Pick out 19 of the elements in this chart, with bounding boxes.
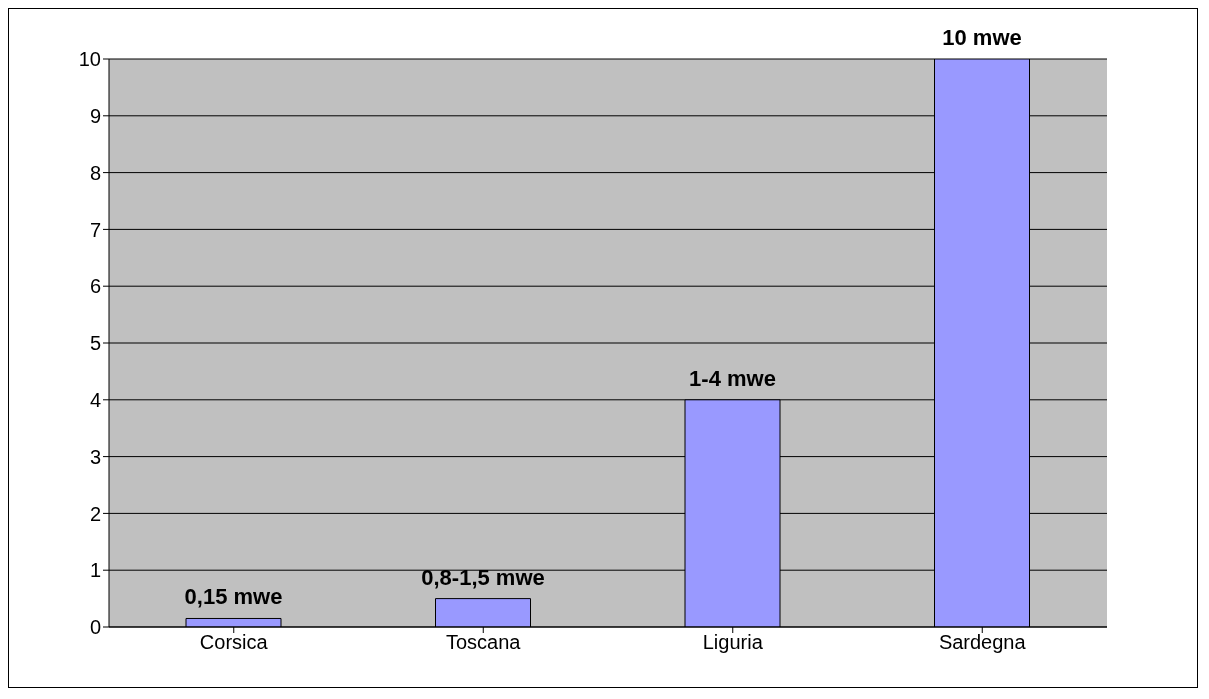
- y-tick-label: 5: [89, 332, 101, 355]
- y-tick-label: 4: [89, 388, 101, 411]
- data-label: 10 mwe: [942, 25, 1022, 50]
- data-label: 0,15 mwe: [184, 584, 283, 610]
- y-tick-label: 10: [78, 48, 101, 71]
- x-tick-label: Corsica: [199, 631, 269, 654]
- x-tick-label: Liguria: [702, 631, 764, 654]
- y-tick-label: 3: [89, 445, 101, 468]
- x-tick-label: Sardegna: [938, 631, 1027, 654]
- y-tick-label: 0: [89, 616, 101, 639]
- y-tick-label: 1: [89, 559, 101, 582]
- y-tick-label: 8: [89, 161, 101, 184]
- data-label: 0,8-1,5 mwe: [421, 564, 545, 590]
- y-tick-label: 9: [89, 104, 101, 127]
- x-tick-label: Toscana: [446, 631, 522, 654]
- y-tick-label: 2: [89, 502, 101, 525]
- y-tick-label: 7: [89, 218, 101, 241]
- data-label: 1-4 mwe: [689, 365, 776, 391]
- y-tick-label: 6: [89, 275, 101, 298]
